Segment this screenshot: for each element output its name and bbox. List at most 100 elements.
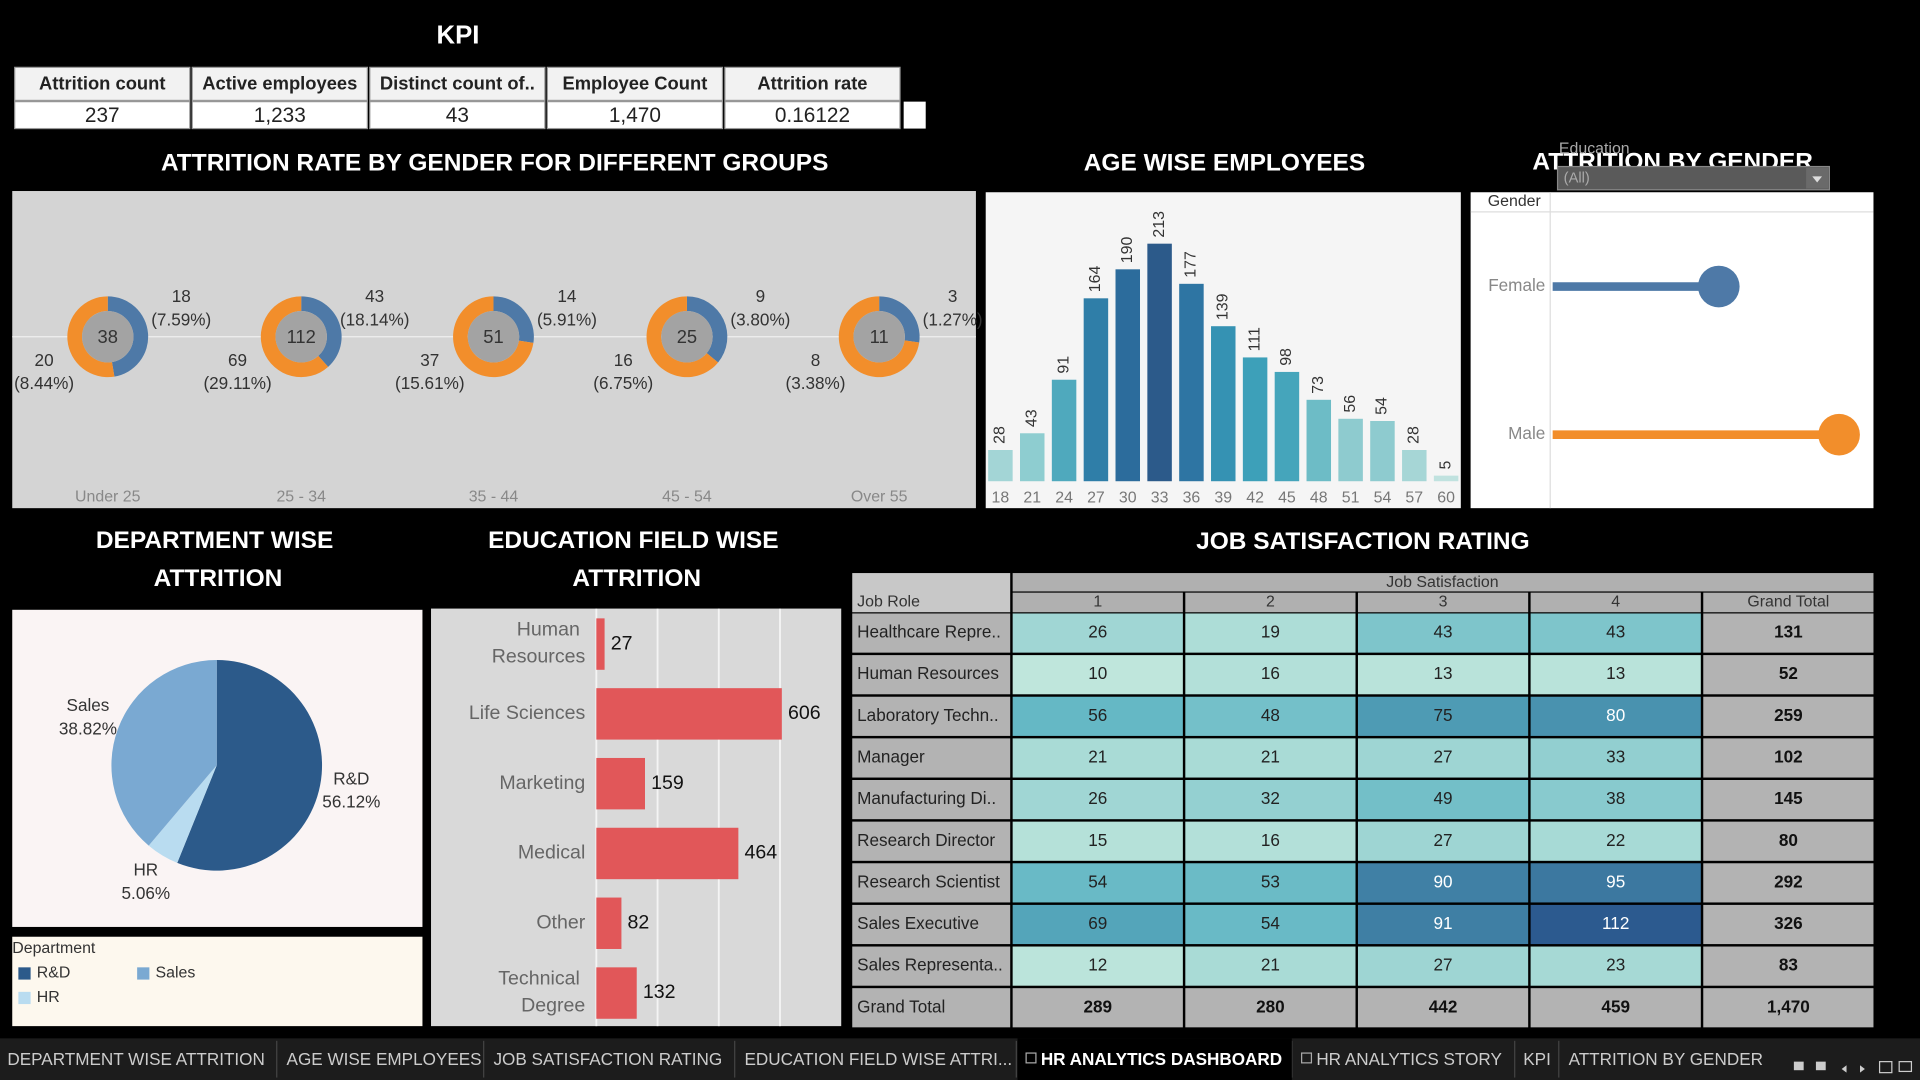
row-label: Healthcare Repre.. [857,622,1001,642]
x-tick-label: 45 - 54 [662,488,712,505]
data-label: 5 [1437,461,1454,470]
kpi-header-cell [14,66,191,102]
cell-value: 69 [1088,913,1107,933]
heatmap-cell [1012,946,1183,986]
cell-value: 280 [1256,996,1285,1016]
data-label: 37 [420,350,439,370]
nav-next[interactable] [1860,1065,1865,1073]
text-line: EDUCATION FIELD WISE [488,527,785,554]
data-label: (3.38%) [786,373,846,393]
chart-title: AGE WISE EMPLOYEES [1084,150,1365,177]
data-label: 20 [35,350,54,370]
tab[interactable]: KPI [1523,1049,1551,1069]
active-tab[interactable] [1017,1038,1292,1080]
header-cell [1530,592,1701,613]
bar [988,449,1013,482]
cell-value: 442 [1429,996,1458,1016]
data-label: (8.44%) [14,373,74,393]
heatmap-cell [1530,655,1701,695]
donut-total: 11 [870,326,889,347]
cell-value: 459 [1601,996,1630,1016]
y-tick-label: Marketing [499,772,585,794]
y-tick-label: Life Sciences [469,702,586,724]
donut-segment [646,296,719,378]
total-cell [1703,988,1874,1028]
heatmap-cell [1357,988,1529,1028]
data-label: 16 [614,350,633,370]
kpi-header-cell [546,66,724,102]
total-cell [1703,946,1874,986]
cell-value: 10 [1088,663,1107,683]
data-label: 139 [1214,293,1231,320]
data-label: 73 [1310,376,1327,394]
data-label: 69 [228,350,247,370]
nav-prev[interactable] [1841,1065,1847,1073]
kpi-title: KPI [437,22,480,50]
tab[interactable]: ATTRITION BY GENDER [1569,1049,1763,1069]
legend-swatch [18,967,31,980]
tab[interactable]: JOB SATISFACTION RATING [493,1049,722,1069]
kpi-header: Attrition rate [757,72,867,93]
cell-value: 13 [1434,663,1453,683]
header-cell [1012,592,1183,613]
total-cell [1703,655,1874,695]
panel [431,608,842,1027]
donut-segment [686,296,728,363]
data-label: 606 [788,702,821,724]
header-cell [1703,592,1874,613]
data-label: 464 [744,842,777,864]
kpi-value: 0.16122 [775,104,850,127]
x-tick-label: 18 [992,490,1010,507]
kpi-header-cell [724,66,901,102]
heatmap-cell [1530,863,1701,903]
nav-icon[interactable] [1815,1061,1826,1071]
tab[interactable]: DEPARTMENT WISE ATTRITION [7,1049,265,1069]
cell-value: 91 [1434,913,1453,933]
bar [1020,433,1045,482]
bar [596,618,605,670]
tab[interactable]: EDUCATION FIELD WISE ATTRI... [744,1049,1012,1069]
kpi-value: 237 [85,104,120,127]
cell-value: 21 [1261,955,1280,975]
cell-value: 1,470 [1767,996,1810,1016]
row-header: Job Role [857,594,920,611]
tab-bar [0,1038,1920,1080]
total-cell [1703,863,1874,903]
data-label: 159 [651,772,684,794]
cell-value: 38 [1606,788,1625,808]
kpi-value-cell [724,101,901,130]
cell-value: 13 [1606,663,1625,683]
present-icon[interactable] [1898,1061,1913,1073]
heatmap-cell [1012,821,1183,861]
fullscreen-icon[interactable] [1878,1061,1893,1074]
cell-value: 112 [1602,913,1629,933]
tab[interactable]: HR ANALYTICS DASHBOARD [1041,1049,1282,1069]
x-tick-label: 30 [1119,490,1137,507]
heatmap-cell [1185,863,1356,903]
cell-value: 90 [1434,871,1453,891]
legend-label: R&D [37,965,71,982]
data-label: 43 [365,286,384,306]
x-tick-label: 51 [1342,490,1360,507]
tab[interactable]: HR ANALYTICS STORY [1316,1049,1502,1069]
x-tick-label: Over 55 [851,488,908,505]
heatmap-cell [1530,988,1701,1028]
cell-value: 15 [1088,830,1107,850]
text-line: ATTRITION [154,565,283,592]
heatmap-cell [1357,655,1529,695]
heatmap-cell [1012,863,1183,903]
tab[interactable]: AGE WISE EMPLOYEES [287,1049,482,1069]
data-label: 8 [811,350,821,370]
donut-segment [453,296,534,378]
chart-title: DEPARTMENT WISE ATTRITION [96,527,340,592]
x-tick-label: 39 [1214,490,1232,507]
kpi-value-cell [191,101,368,130]
y-tick-label: Female [1488,275,1545,295]
data-label: 27 [611,632,633,654]
row-label-cell [852,946,1011,986]
nav-icon[interactable] [1793,1061,1804,1071]
cell-value: 54 [1261,913,1281,933]
filter-dropdown[interactable] [1556,165,1830,191]
slice-label: HR [133,860,158,880]
y-tick-label: Male [1508,423,1545,443]
